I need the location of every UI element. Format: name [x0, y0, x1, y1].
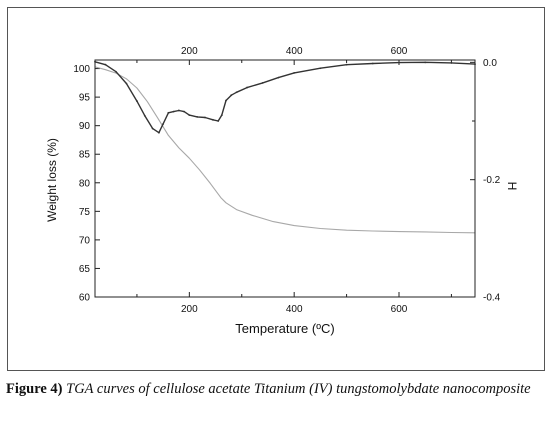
dtg-point: [125, 82, 128, 85]
x-top-tick-label: 600: [391, 46, 408, 57]
y-tick-label: 100: [73, 64, 90, 75]
caption-text: TGA curves of cellulose acetate Titanium…: [66, 381, 531, 397]
figure-frame: 200 400 600 200 400 600 100 95 90 85 80 75 70 65 60 0.0…: [7, 7, 545, 371]
dtg-point: [220, 114, 223, 117]
y2-tick-label: -0.4: [483, 293, 501, 304]
dtg-point: [235, 91, 238, 94]
dtg-point: [217, 120, 220, 122]
y-tick-label: 80: [79, 178, 91, 189]
x-tick-label: 400: [286, 304, 303, 315]
y2-axis-label: H: [505, 182, 519, 191]
dtg-point: [371, 62, 374, 65]
y2-tick-label: 0.0: [483, 58, 497, 69]
dtg-point: [398, 61, 400, 64]
dtg-point: [104, 63, 107, 66]
y2-tick-label: -0.2: [483, 175, 501, 186]
dtg-point: [177, 109, 180, 112]
dtg-point: [225, 99, 227, 102]
dtg-point: [424, 61, 427, 64]
tga-chart: 200 400 600 200 400 600 100 95 90 85 80 75 70 65 60 0.0…: [45, 46, 519, 336]
dtg-point: [172, 110, 175, 113]
ticks-layer: 200 400 600 200 400 600 100 95 90 85 80 75 70 65 60 0.0…: [73, 46, 500, 315]
dtg-point: [450, 62, 453, 64]
x-top-tick-label: 200: [181, 46, 198, 57]
dtg-point: [158, 131, 160, 134]
tga-curve: [94, 66, 476, 234]
y-tick-label: 75: [79, 207, 91, 218]
plot-frame: [94, 59, 476, 298]
dtg-point: [293, 72, 296, 74]
x-top-tick-label: 400: [286, 46, 303, 57]
dtg-point: [115, 70, 117, 73]
dtg-point: [345, 63, 348, 66]
dtg-point: [230, 94, 233, 97]
dtg-point: [212, 118, 214, 121]
dtg-point: [277, 76, 280, 79]
dtg-point: [167, 111, 170, 114]
dtg-point: [319, 67, 322, 70]
figure-caption: Figure 4) TGA curves of cellulose acetat…: [6, 380, 548, 399]
y-tick-label: 95: [79, 93, 91, 104]
y-tick-label: 65: [79, 264, 91, 275]
dtg-point: [143, 114, 146, 117]
caption-label: Figure 4): [6, 381, 63, 397]
dtg-curve: [94, 61, 476, 134]
dtg-point: [183, 110, 186, 113]
dtg-point: [196, 116, 199, 118]
y-tick-label: 60: [79, 293, 91, 304]
dtg-point: [162, 123, 165, 125]
dtg-point: [204, 116, 206, 119]
dtg-point: [151, 127, 154, 130]
y-axis-label: Weight loss (%): [45, 138, 59, 222]
dtg-point: [246, 86, 248, 89]
x-tick-label: 600: [391, 304, 408, 315]
y-tick-label: 85: [79, 150, 91, 161]
y-tick-label: 70: [79, 235, 91, 246]
y-tick-label: 90: [79, 121, 91, 132]
x-axis-label: Temperature (ºC): [235, 321, 334, 336]
series-layer: [94, 60, 476, 234]
dtg-point: [136, 100, 138, 102]
dtg-point: [188, 114, 191, 117]
x-tick-label: 200: [181, 304, 198, 315]
dtg-point: [261, 81, 264, 84]
